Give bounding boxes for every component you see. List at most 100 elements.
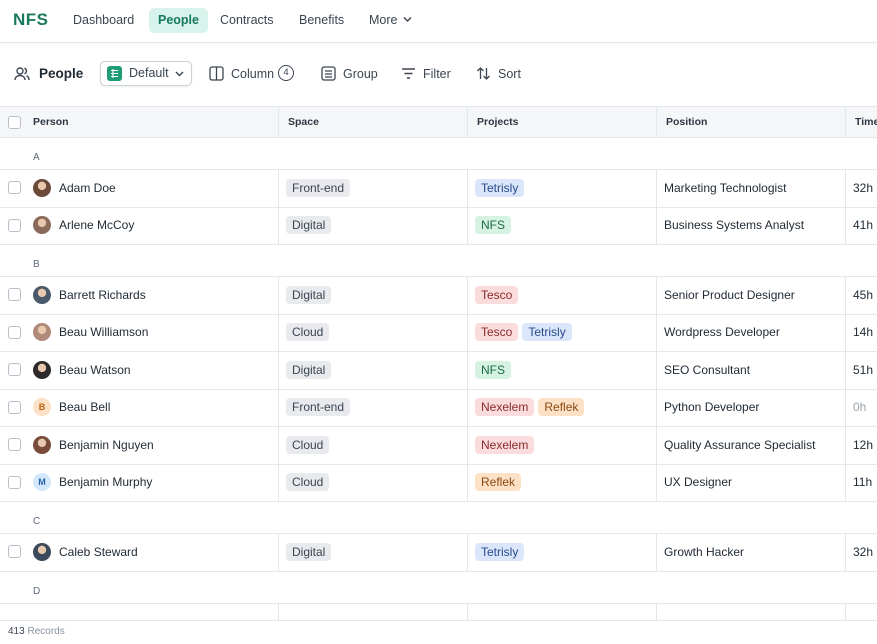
column-header[interactable]: Space [278, 107, 467, 137]
space-cell: Front-end [278, 388, 467, 426]
checkbox[interactable] [8, 325, 21, 339]
projects-cell: NFS [467, 206, 656, 244]
time: 0h [853, 400, 867, 415]
position-cell: Marketing Technologist [656, 169, 845, 207]
space-tag: Cloud [286, 323, 330, 342]
position: Marketing Technologist [664, 180, 787, 195]
time: 14h [853, 325, 874, 340]
position: Quality Assurance Specialist [664, 437, 816, 452]
person-name: Beau Williamson [59, 325, 149, 340]
checkbox[interactable] [8, 363, 21, 376]
position: Python Developer [664, 400, 760, 415]
group-label: B [33, 259, 40, 270]
nav-item[interactable]: Dashboard [73, 13, 135, 27]
position-cell: UX Designer [656, 463, 845, 501]
view-name: Default [129, 66, 169, 80]
checkbox[interactable] [8, 438, 21, 451]
position-cell: SEO Consultant [656, 351, 845, 389]
table-row[interactable]: M Benjamin Murphy Cloud Reflek UX Designer 11… [0, 463, 877, 502]
position-cell: Senior Product Designer [656, 276, 845, 314]
time: 51h [853, 362, 874, 377]
group-header: A [0, 137, 877, 170]
group-icon [321, 66, 336, 81]
column-title: Person [33, 116, 69, 128]
time: 32h [853, 180, 874, 195]
column-header[interactable]: Position [656, 107, 845, 137]
group-label: D [33, 585, 41, 597]
position: Senior Product Designer [664, 287, 795, 302]
table-row[interactable]: Adam Doe Front-end Tetrisly Marketing Techn… [0, 169, 877, 208]
person-name: Arlene McCoy [59, 218, 135, 233]
group-button[interactable]: Group [343, 67, 378, 81]
project-tag: NFS [475, 360, 511, 379]
grid-icon [107, 66, 122, 81]
space-cell: Cloud [278, 426, 467, 464]
table-row[interactable]: B Beau Bell Front-end Nexelem Reflek Python D… [0, 388, 877, 427]
position: SEO Consultant [664, 362, 751, 377]
checkbox[interactable] [8, 400, 21, 414]
top-nav: NFS Dashboard People Contracts Benefits More [0, 0, 877, 43]
position-cell: Python Developer [656, 388, 845, 426]
space-tag: Digital [286, 542, 332, 561]
time-cell: 32h [845, 169, 877, 207]
time-cell: 12h [845, 426, 877, 464]
project-tag: Nexelem [475, 435, 535, 454]
time-cell: 41h [845, 206, 877, 244]
column-header[interactable]: Time [845, 107, 877, 137]
person-name: Caleb Steward [59, 544, 138, 559]
nav-item[interactable]: Contracts [220, 13, 274, 27]
person-cell: M Benjamin Murphy [28, 464, 278, 502]
projects-cell: Nexelem Reflek [467, 388, 656, 426]
position: UX Designer [664, 475, 733, 490]
position: Wordpress Developer [664, 325, 780, 340]
sort-icon [477, 67, 490, 80]
person-cell: B Beau Bell [28, 389, 278, 427]
checkbox[interactable] [8, 475, 21, 489]
checkbox[interactable] [8, 288, 21, 301]
filter-button[interactable]: Filter [423, 67, 451, 81]
time-cell: 14h [845, 313, 877, 351]
column-title: Position [666, 116, 708, 128]
avatar: B [33, 398, 51, 417]
space-cell: Digital [278, 533, 467, 571]
checkbox[interactable] [8, 181, 21, 194]
projects-cell: Nexelem [467, 426, 656, 464]
column-title: Time [855, 116, 877, 128]
project-tag: Tesco [475, 285, 519, 304]
person-name: Benjamin Murphy [59, 475, 153, 490]
time: 32h [853, 544, 874, 559]
column-header[interactable]: Projects [467, 107, 656, 137]
project-tag: Tetrisly [475, 178, 525, 197]
group-header: B [0, 244, 877, 277]
table-row[interactable]: Arlene McCoy Digital NFS Business Systems A… [0, 206, 877, 245]
column-title: Space [288, 116, 319, 128]
person-name: Beau Watson [59, 362, 131, 377]
table-row[interactable]: Beau Williamson Cloud Tesco Tetrisly Wordpre… [0, 313, 877, 352]
position: Business Systems Analyst [664, 218, 805, 233]
view-select[interactable]: Default [100, 61, 192, 86]
nav-item[interactable]: People [149, 8, 208, 33]
logo[interactable]: NFS [13, 10, 49, 29]
nav-item[interactable]: More [360, 8, 423, 33]
column-title: Projects [477, 116, 519, 128]
column-header[interactable]: Person [28, 107, 278, 137]
position-cell: Growth Hacker [656, 533, 845, 571]
position-cell: Quality Assurance Specialist [656, 426, 845, 464]
checkbox[interactable] [8, 545, 21, 558]
project-tag: Tesco [475, 323, 519, 342]
table-row[interactable]: Barrett Richards Digital Tesco Senior Produ… [0, 276, 877, 315]
group-label: C [33, 516, 41, 527]
person-cell: Barrett Richards [28, 276, 278, 314]
table-row[interactable]: Beau Watson Digital NFS SEO Consultant 51h [0, 351, 877, 390]
sort-button[interactable]: Sort [498, 67, 521, 81]
checkbox[interactable] [8, 116, 21, 129]
column-button[interactable]: Column [231, 67, 275, 81]
checkbox[interactable] [8, 218, 21, 232]
position: Growth Hacker [664, 544, 745, 559]
project-tag: Reflek [538, 398, 585, 417]
nav-item[interactable]: Benefits [299, 13, 345, 27]
table-row[interactable]: Benjamin Nguyen Cloud Nexelem Quality Assur… [0, 426, 877, 465]
avatar-photo [33, 178, 51, 197]
table-row[interactable]: Caleb Steward Digital Tetrisly Growth Hacke… [0, 533, 877, 572]
time: 45h [853, 287, 874, 302]
